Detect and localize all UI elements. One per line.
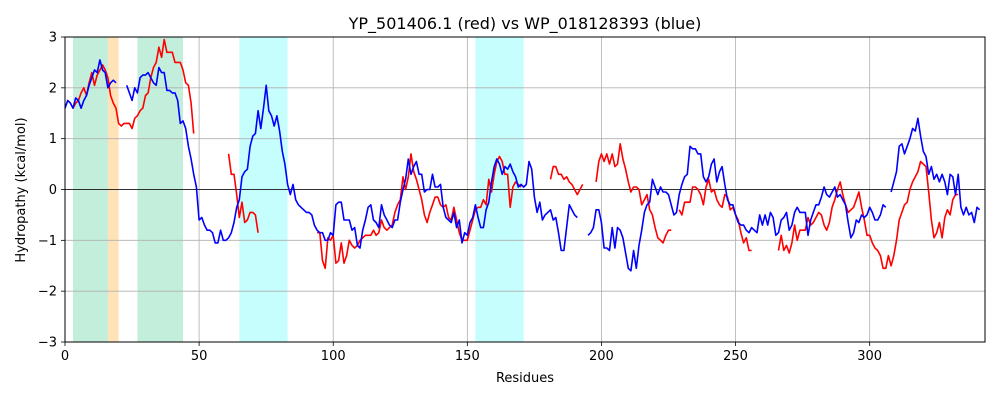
y-tick-label: 2: [49, 81, 57, 96]
y-tick-label: −2: [38, 285, 57, 300]
x-tick-label: 50: [191, 349, 208, 364]
y-tick-label: 1: [49, 132, 57, 147]
x-tick-label: 300: [857, 349, 882, 364]
y-tick-label: 3: [49, 31, 57, 46]
blue-series-line: [64, 59, 117, 109]
red-series-line: [317, 153, 522, 270]
red-series-line: [678, 178, 752, 252]
x-tick-label: 200: [589, 349, 614, 364]
red-series-line: [72, 38, 195, 134]
x-axis-ticks: 0 50 100 150 200 250 300: [61, 342, 882, 364]
x-tick-label: 150: [455, 349, 480, 364]
red-series-line: [227, 153, 259, 233]
y-tick-label: −1: [38, 234, 57, 249]
y-axis-ticks: −3 −2 −1 0 1 2 3: [38, 31, 65, 351]
blue-series-line: [125, 66, 578, 252]
blue-series-line: [890, 117, 981, 224]
series-lines: [64, 38, 981, 272]
blue-series-line: [587, 145, 887, 272]
y-tick-label: 0: [49, 183, 57, 198]
x-tick-label: 0: [61, 349, 69, 364]
y-axis-label: Hydropathy (kcal/mol): [14, 117, 29, 262]
x-axis-label: Residues: [496, 371, 554, 386]
x-tick-label: 100: [321, 349, 346, 364]
red-series-line: [595, 143, 672, 244]
x-tick-label: 250: [723, 349, 748, 364]
red-series-line: [549, 165, 584, 196]
red-series-line: [777, 160, 959, 270]
y-tick-label: −3: [38, 336, 57, 351]
chart-title: YP_501406.1 (red) vs WP_018128393 (blue): [348, 14, 702, 34]
